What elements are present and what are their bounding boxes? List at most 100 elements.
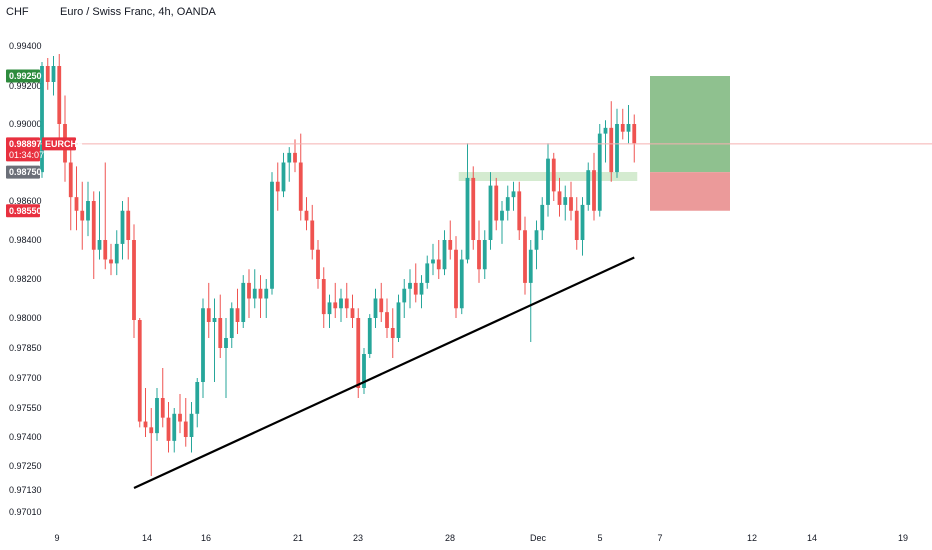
candle — [477, 220, 481, 283]
candle — [275, 162, 280, 211]
candle — [517, 181, 522, 240]
candle — [149, 408, 154, 476]
candle — [609, 101, 614, 182]
candle — [287, 147, 292, 182]
candle — [229, 302, 234, 348]
candle — [293, 139, 297, 173]
candle — [546, 143, 550, 217]
candle — [632, 114, 637, 163]
y-tick-label: 0.97550 — [9, 403, 42, 413]
candle — [195, 378, 200, 428]
candle — [626, 105, 631, 144]
candle — [402, 279, 407, 318]
candle — [580, 197, 585, 256]
x-tick-label: 14 — [807, 533, 817, 543]
candle — [557, 177, 562, 217]
candle — [586, 162, 591, 211]
candle — [114, 230, 119, 276]
candle — [592, 152, 596, 221]
candle — [201, 298, 205, 398]
candle — [74, 166, 79, 231]
candle — [40, 62, 44, 178]
trendline[interactable] — [133, 256, 635, 489]
candle — [189, 402, 194, 453]
candle — [344, 282, 349, 318]
candle — [494, 177, 499, 231]
candle — [362, 348, 366, 394]
candle — [511, 181, 516, 211]
candle — [206, 282, 211, 338]
candle — [212, 298, 217, 382]
y-tick-label: 0.99000 — [9, 119, 42, 129]
y-tick-label: 0.98400 — [9, 235, 42, 245]
candle — [218, 294, 223, 358]
candle — [166, 402, 171, 453]
target-price-label: 0.99250 — [9, 71, 42, 81]
candle — [385, 298, 389, 338]
candle — [45, 58, 50, 90]
y-axis-labels: 0.99400 0.99200 0.99000 0.98600 0.98400 0.982… — [9, 41, 42, 517]
candle — [454, 236, 458, 318]
candle — [597, 124, 602, 217]
y-tick-label: 0.97850 — [9, 343, 42, 353]
x-tick-label: Dec — [530, 533, 547, 543]
price-badges: 0.99250 0.98897 01:34:07 EURCHF 0.98750 … — [6, 69, 83, 218]
candle — [86, 181, 90, 237]
candle — [523, 216, 527, 295]
y-tick-label: 0.98600 — [9, 196, 42, 206]
candle — [264, 279, 269, 318]
candle — [563, 185, 568, 221]
y-tick-label: 0.98200 — [9, 274, 42, 284]
candle — [482, 230, 487, 279]
y-tick-label: 0.97400 — [9, 432, 42, 442]
x-tick-label: 5 — [597, 533, 602, 543]
x-tick-label: 14 — [142, 533, 152, 543]
candle — [137, 318, 142, 428]
candle — [373, 288, 378, 328]
candle — [356, 308, 361, 398]
candle — [172, 408, 177, 453]
candle — [247, 269, 251, 318]
candle — [91, 191, 96, 279]
candle — [390, 308, 395, 358]
candle — [316, 240, 320, 289]
candle — [339, 288, 343, 322]
current-price-label: 0.98897 — [9, 139, 42, 149]
candle — [367, 314, 372, 358]
x-tick-label: 21 — [293, 533, 303, 543]
x-axis-labels: 9 14 16 21 23 28 Dec 5 7 12 14 19 — [54, 533, 908, 543]
x-tick-label: 16 — [201, 533, 211, 543]
candle — [258, 275, 263, 318]
candle — [160, 368, 165, 428]
candle — [327, 294, 332, 328]
candle — [132, 224, 136, 338]
y-tick-label: 0.97700 — [9, 373, 42, 383]
candle — [333, 282, 338, 318]
stop-loss-zone[interactable] — [650, 172, 730, 211]
candle — [551, 152, 556, 201]
candle — [178, 394, 182, 434]
candle — [97, 191, 102, 260]
candle — [350, 294, 355, 328]
entry-price-label: 0.98750 — [9, 167, 42, 177]
candle — [471, 166, 476, 250]
candle — [436, 240, 441, 279]
x-tick-label: 28 — [445, 533, 455, 543]
take-profit-zone[interactable] — [650, 76, 730, 173]
candle — [68, 143, 73, 231]
chart-title: Euro / Swiss Franc, 4h, OANDA — [60, 6, 217, 18]
current-price-badge: 0.98897 01:34:07 EURCHF — [6, 137, 83, 162]
candle — [431, 243, 435, 276]
y-tick-label: 0.98000 — [9, 313, 42, 323]
candle — [419, 275, 424, 309]
candle — [534, 220, 539, 270]
candle — [80, 181, 85, 250]
entry-price-badge: 0.98750 — [6, 165, 42, 179]
chart-currency: CHF — [6, 6, 29, 18]
x-tick-label: 19 — [898, 533, 908, 543]
candle — [413, 263, 418, 303]
candle — [155, 388, 159, 441]
x-tick-label: 7 — [657, 533, 662, 543]
candle — [442, 230, 447, 276]
